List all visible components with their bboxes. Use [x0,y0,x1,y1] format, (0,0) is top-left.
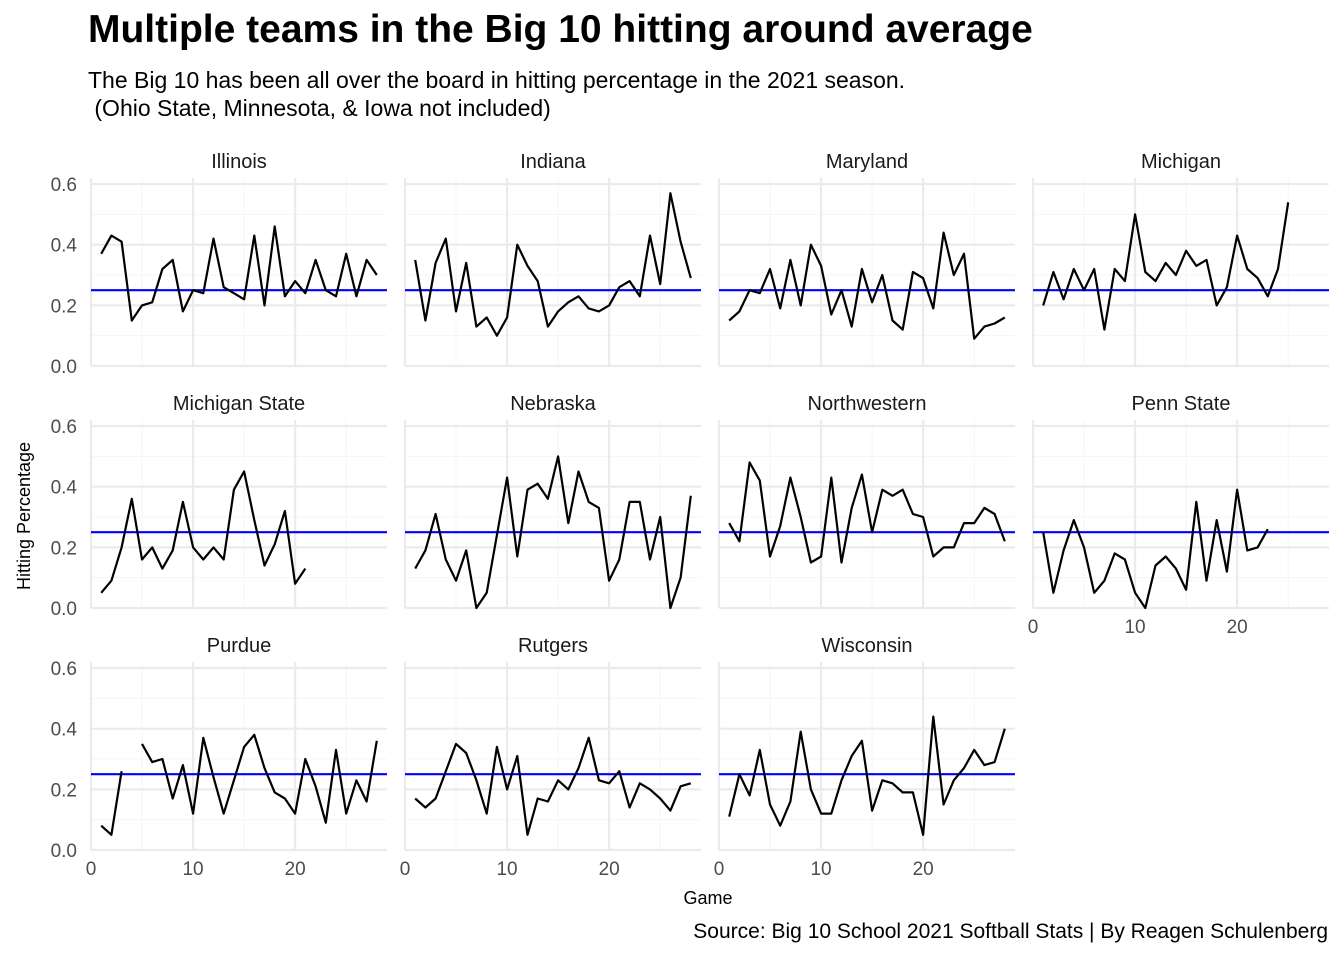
facet-title: Indiana [520,151,586,173]
y-tick-label: 0.0 [51,841,77,862]
x-tick-label: 0 [400,859,411,880]
chart-caption: Source: Big 10 School 2021 Softball Stat… [693,920,1328,943]
y-tick-label: 0.6 [51,175,77,196]
x-tick-label: 20 [599,859,620,880]
facet-panel-wisconsin: Wisconsin 0 10 20 [714,635,1015,880]
x-tick-label: 10 [182,859,203,880]
facet-panel-purdue: Purdue 0.0 0.2 0.4 0.6 0 10 20 [51,635,387,880]
facet-panel-rutgers: Rutgers 0 10 20 [400,635,701,880]
series-line [100,470,307,594]
x-tick-label: 0 [1028,617,1039,638]
facet-panel-illinois: Illinois 0.0 0.2 0.4 0.6 [51,151,387,378]
series-line [728,231,1006,340]
facet-title: Michigan State [173,393,305,415]
series-line [141,733,378,824]
y-tick-label: 0.2 [51,780,77,801]
y-tick-label: 0.0 [51,599,77,620]
series-line [728,461,1006,564]
series-line [414,736,692,836]
facet-title: Purdue [207,635,272,657]
series-line [414,192,692,337]
x-tick-label: 0 [714,859,725,880]
facet-panel-michigan-state: Michigan State 0.0 0.2 0.4 0.6 [51,393,387,620]
x-tick-label: 20 [1227,617,1248,638]
y-tick-label: 0.2 [51,296,77,317]
facet-title: Northwestern [808,393,927,415]
facet-panel-michigan: Michigan [1031,151,1329,368]
facet-panel-nebraska: Nebraska [403,393,701,610]
chart-title: Multiple teams in the Big 10 hitting aro… [88,8,1033,51]
y-tick-label: 0.4 [51,478,78,499]
x-axis-label: Game [683,888,732,908]
x-tick-label: 10 [496,859,517,880]
y-tick-label: 0.4 [51,720,78,741]
facet-title: Nebraska [510,393,596,415]
facet-panel-penn-state: Penn State 0 10 20 [1028,393,1329,638]
facet-title: Illinois [211,151,267,173]
y-tick-label: 0.2 [51,538,77,559]
y-tick-label: 0.6 [51,417,77,438]
series-line [100,225,378,322]
facet-title: Rutgers [518,635,588,657]
series-line [728,715,1006,836]
facet-title: Michigan [1141,151,1221,173]
facet-title: Maryland [826,151,908,173]
x-tick-label: 10 [810,859,831,880]
y-axis-label: Hitting Percentage [14,442,34,590]
x-tick-label: 20 [285,859,306,880]
facet-title: Wisconsin [821,635,912,657]
series-line [1042,488,1269,610]
chart-subtitle: The Big 10 has been all over the board i… [88,67,906,121]
x-tick-label: 0 [86,859,97,880]
y-tick-label: 0.4 [51,236,78,257]
facet-panel-northwestern: Northwestern [717,393,1015,610]
facet-title: Penn State [1132,393,1231,415]
series-line [100,771,123,836]
y-tick-label: 0.0 [51,357,77,378]
y-tick-label: 0.6 [51,659,77,680]
x-tick-label: 10 [1124,617,1145,638]
series-line [414,455,692,610]
series-line [1042,202,1290,331]
facet-panels: Illinois 0.0 0.2 0.4 0.6 Indiana Maryland Michi… [51,151,1329,880]
facet-panel-maryland: Maryland [717,151,1015,368]
facet-panel-indiana: Indiana [403,151,701,368]
x-tick-label: 20 [913,859,934,880]
